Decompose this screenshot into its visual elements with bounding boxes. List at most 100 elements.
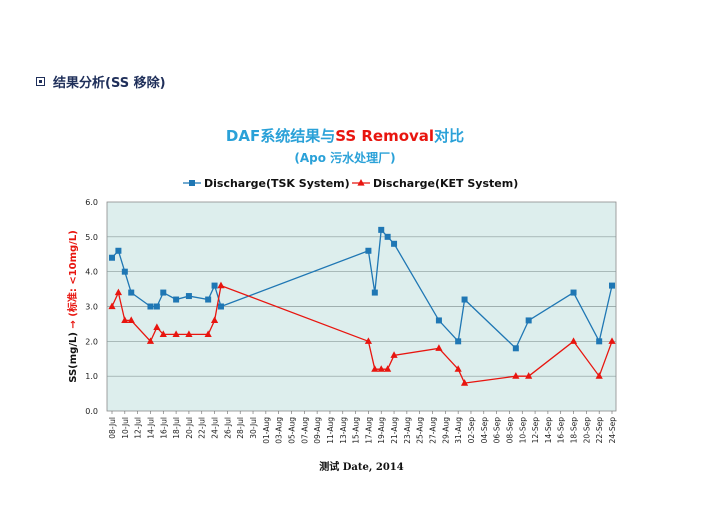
data-point-square [570,289,577,296]
y-tick-label: 6.0 [85,198,98,207]
x-tick-label: 10-Sep [518,417,527,444]
x-tick-label: 20-Jul [185,417,194,439]
x-tick-label: 29-Aug [441,417,450,444]
data-point-square [365,247,372,254]
x-tick-label: 18-Sep [570,417,579,444]
x-tick-label: 08-Jul [108,417,117,439]
chart-title: DAF系统结果与SS Removal对比 [226,127,464,145]
x-tick-label: 31-Aug [454,417,463,444]
x-tick-label: 27-Aug [429,417,438,444]
data-point-square [211,282,218,289]
y-tick-label: 2.0 [85,337,98,346]
x-tick-label: 03-Aug [275,417,284,444]
data-point-square [378,226,385,233]
x-tick-label: 14-Jul [146,417,155,439]
data-point-triangle [435,344,443,351]
data-point-square [189,180,195,186]
data-point-square [185,293,192,300]
data-point-square [173,296,180,303]
data-point-square [205,296,212,303]
grid-lines [107,236,616,377]
x-tick-label: 28-Jul [236,417,245,439]
data-point-triangle [127,316,135,324]
data-point-triangle [454,365,462,372]
x-tick-label: 16-Sep [557,417,566,444]
series-tsk [109,226,615,352]
chart-legend: Discharge(TSK System) Discharge(KET Syste… [183,177,518,190]
chart-title-part: 对比 [434,127,464,145]
x-tick-label: 12-Jul [134,417,143,439]
data-point-triangle [204,330,212,337]
x-axis-label: 测试 Date, 2014 [319,460,403,473]
x-tick-label: 11-Aug [326,417,335,444]
legend-label: Discharge(TSK System) [204,177,350,190]
data-point-triangle [390,351,398,358]
data-point-triangle [159,330,167,337]
data-point-square [455,338,462,345]
data-point-square [217,303,224,310]
data-point-triangle [153,323,161,330]
chart-subtitle: (Apo 污水处理厂) [294,150,395,165]
legend-item: Discharge(TSK System) [183,177,350,190]
x-tick-label: 24-Jul [211,417,220,439]
x-tick-label: 01-Aug [262,417,271,444]
data-point-triangle [185,330,193,337]
x-tick-label: 07-Aug [300,417,309,444]
legend-item: Discharge(KET System) [352,177,518,190]
y-axis-ticks: 0.0 1.0 2.0 3.0 4.0 5.0 6.0 [85,198,98,416]
data-point-triangle [595,372,603,379]
data-point-triangle [371,365,379,372]
x-tick-label: 19-Aug [377,417,386,444]
section-heading: 结果分析(SS 移除) [36,72,166,91]
data-point-triangle [172,330,180,337]
data-point-square [609,282,615,289]
data-point-square [371,289,378,296]
x-tick-label: 26-Jul [223,417,232,439]
x-tick-label: 15-Aug [352,417,361,444]
data-point-triangle [146,337,155,344]
data-point-triangle [569,337,578,344]
data-point-triangle [512,372,520,379]
y-tick-label: 3.0 [85,303,98,312]
x-tick-label: 02-Sep [467,417,476,444]
data-point-square [160,289,167,296]
x-tick-label: 14-Sep [544,417,553,444]
x-tick-label: 18-Jul [172,417,181,439]
x-tick-label: 30-Jul [249,417,258,439]
data-point-square [153,303,160,310]
data-point-square [391,240,398,247]
data-point-triangle [217,281,225,289]
data-point-square [512,345,519,352]
data-point-triangle [114,288,123,296]
data-point-square [461,296,468,303]
x-tick-label: 17-Aug [364,417,373,444]
section-heading-text: 结果分析(SS 移除) [53,76,166,91]
x-tick-label: 06-Sep [493,417,502,444]
x-tick-label: 25-Aug [416,417,425,444]
x-tick-label: 12-Sep [531,417,540,444]
chart-title-part: SS Removal [335,127,434,145]
x-tick-label: 22-Jul [198,417,207,439]
data-point-square [109,254,115,261]
x-tick-label: 22-Sep [595,417,604,444]
x-tick-label: 20-Sep [582,417,591,444]
x-axis-ticks: 08-Jul 10-Jul 12-Jul 14-Jul 16-Jul 18-Jul 20-J… [108,411,617,444]
y-axis-label: SS(mg/L) → (标准: <10mg/L) [66,230,79,383]
data-point-square [384,233,391,240]
legend-label: Discharge(KET System) [373,177,518,190]
x-tick-label: 05-Aug [287,417,296,444]
series-ket [108,281,616,386]
x-tick-label: 10-Jul [121,417,130,439]
x-tick-label: 23-Aug [403,417,412,444]
data-point-square [596,338,603,345]
y-tick-label: 1.0 [85,372,98,381]
data-point-square [525,317,532,324]
data-point-square [121,268,128,275]
data-point-square [435,317,442,324]
x-tick-label: 09-Aug [313,417,322,444]
x-tick-label: 04-Sep [480,417,489,444]
y-tick-label: 0.0 [85,407,98,416]
data-point-triangle [357,179,365,186]
data-point-triangle [210,316,219,324]
